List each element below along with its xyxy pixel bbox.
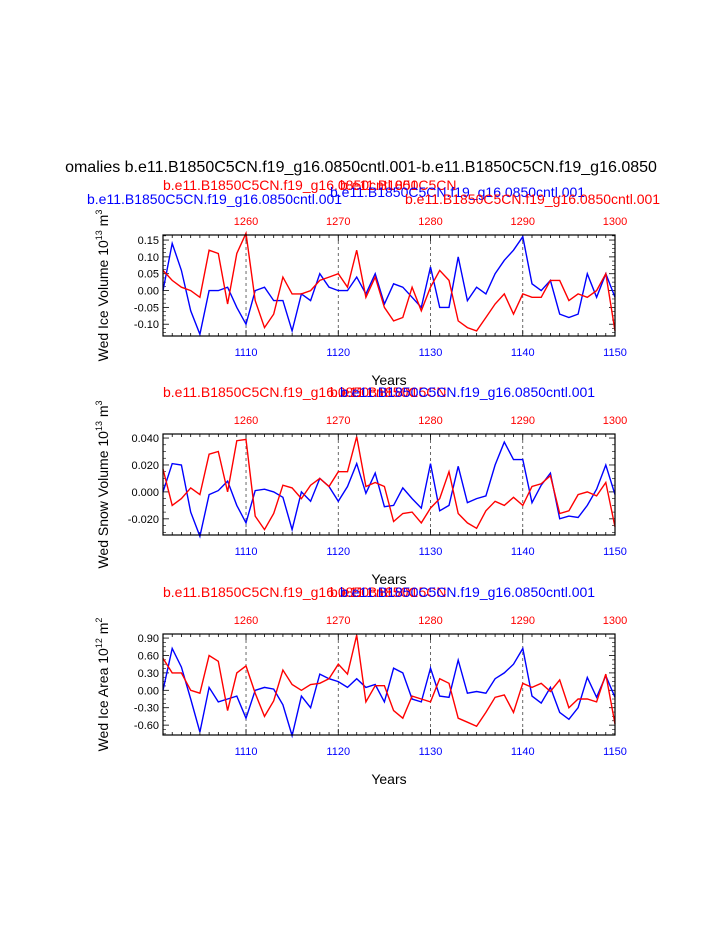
- x-tick-label-bottom: 1120: [326, 746, 350, 758]
- x-tick-label-bottom: 1110: [235, 546, 258, 558]
- y-tick-label: 0.020: [131, 460, 159, 472]
- x-tick-label-top: 1300: [603, 615, 627, 627]
- title-left: b.e11.B1850C5CN.f19_g16.0850cntl.001: [87, 191, 342, 207]
- chart-panel-1: -0.10 -0.05 0.00 0.05 0.10 0.15 1110 1120 1130 11…: [87, 177, 660, 388]
- x-tick-label-top: 1290: [511, 615, 535, 627]
- title-center: b.e11.B1850C5CN: [330, 384, 446, 400]
- x-tick-label-top: 1290: [511, 216, 535, 228]
- series-line-blue: [162, 646, 616, 739]
- series-line-red: [162, 436, 616, 531]
- y-axis-label: Wed Ice Volume 1013 m3: [94, 210, 111, 362]
- x-tick-label-top: 1260: [234, 216, 258, 228]
- y-tick-label: 0.15: [138, 235, 159, 247]
- x-tick-label-top: 1280: [418, 216, 442, 228]
- x-tick-label-top: 1280: [418, 615, 442, 627]
- title-left: b.e11.B1850C5CN.f19_g16.0850cntl.001: [163, 584, 418, 600]
- x-tick-label-top: 1280: [418, 415, 442, 427]
- y-tick-label: 0.00: [138, 685, 159, 697]
- x-tick-label-top: 1290: [511, 415, 535, 427]
- y-tick-label: 0.000: [131, 487, 159, 499]
- y-tick-label: 0.60: [138, 650, 159, 662]
- y-tick-label: -0.05: [134, 302, 159, 314]
- x-tick-label-bottom: 1140: [511, 546, 535, 558]
- panels: -0.10 -0.05 0.00 0.05 0.10 0.15 1110 1120 1130 11…: [87, 177, 660, 787]
- x-tick-label-top: 1300: [603, 216, 627, 228]
- x-axis-label: Years: [371, 571, 406, 587]
- title-center: b.e11.B1850C5CN: [330, 584, 446, 600]
- top-red-title-left: b.e11.B1850C5CN.f19_g16.0850cntl.001: [163, 177, 418, 193]
- x-tick-label-top: 1270: [326, 216, 350, 228]
- y-tick-label: 0.040: [131, 433, 159, 445]
- y-tick-label: -0.30: [134, 703, 159, 715]
- y-tick-label: 0.90: [138, 633, 159, 645]
- y-axis-label: Wed Snow Volume 1013 m3: [94, 400, 111, 568]
- x-tick-label-bottom: 1150: [603, 746, 627, 758]
- x-tick-label-bottom: 1150: [603, 546, 627, 558]
- plot-frame: [162, 234, 616, 337]
- x-axis-label: Years: [371, 372, 406, 388]
- x-tick-label-top: 1260: [234, 615, 258, 627]
- x-tick-label-bottom: 1140: [511, 746, 535, 758]
- y-tick-label: 0.30: [138, 668, 159, 680]
- plot-frame: [162, 433, 616, 536]
- series-line-red: [162, 230, 616, 332]
- plot-frame: [162, 633, 616, 736]
- x-tick-label-bottom: 1150: [603, 347, 627, 359]
- x-tick-label-bottom: 1110: [235, 347, 258, 359]
- x-tick-label-bottom: 1110: [235, 746, 258, 758]
- x-tick-label-bottom: 1120: [326, 347, 350, 359]
- series-line-blue: [162, 234, 616, 337]
- x-tick-label-bottom: 1130: [419, 746, 443, 758]
- x-tick-label-top: 1300: [603, 415, 627, 427]
- x-tick-label-bottom: 1130: [419, 347, 443, 359]
- x-tick-label-top: 1270: [326, 615, 350, 627]
- y-tick-label: -0.10: [134, 319, 159, 331]
- y-axis-label: Wed Ice Area 1012 m2: [94, 618, 111, 752]
- y-tick-label: 0.10: [138, 252, 159, 264]
- page-title: omalies b.e11.B1850C5CN.f19_g16.0850cntl…: [65, 159, 657, 176]
- series-line-red: [162, 635, 616, 728]
- y-tick-label: 0.00: [138, 286, 159, 298]
- title-center: b.e11.B1850C5CN.f19_g16.0850cntl.001: [330, 184, 585, 200]
- title-right: b.e11.B1850C5CN.f19_g16.0850cntl.001: [405, 191, 660, 207]
- y-tick-label: -0.020: [128, 514, 159, 526]
- title-left: b.e11.B1850C5CN.f19_g16.0850cntl.001: [163, 384, 418, 400]
- title-right: b.e11.B1850C5CN.f19_g16.0850cntl.001: [340, 584, 595, 600]
- x-tick-label-top: 1260: [234, 415, 258, 427]
- y-tick-label: 0.05: [138, 269, 159, 281]
- y-tick-label: -0.60: [134, 720, 159, 732]
- top-red-title-center: b.e11.B1850C5CN: [340, 177, 456, 193]
- chart-panel-2: -0.020 0.000 0.020 0.040 1110 1120 1130 1140 115…: [94, 384, 627, 587]
- title-right: b.e11.B1850C5CN.f19_g16.0850cntl.001: [340, 384, 595, 400]
- x-tick-label-top: 1270: [326, 415, 350, 427]
- x-tick-label-bottom: 1120: [326, 546, 350, 558]
- chart-panel-3: -0.60 -0.30 0.00 0.30 0.60 0.90 1110 1120 1130 11…: [94, 584, 627, 787]
- x-tick-label-bottom: 1130: [419, 546, 443, 558]
- x-tick-label-bottom: 1140: [511, 347, 535, 359]
- x-axis-label: Years: [371, 771, 406, 787]
